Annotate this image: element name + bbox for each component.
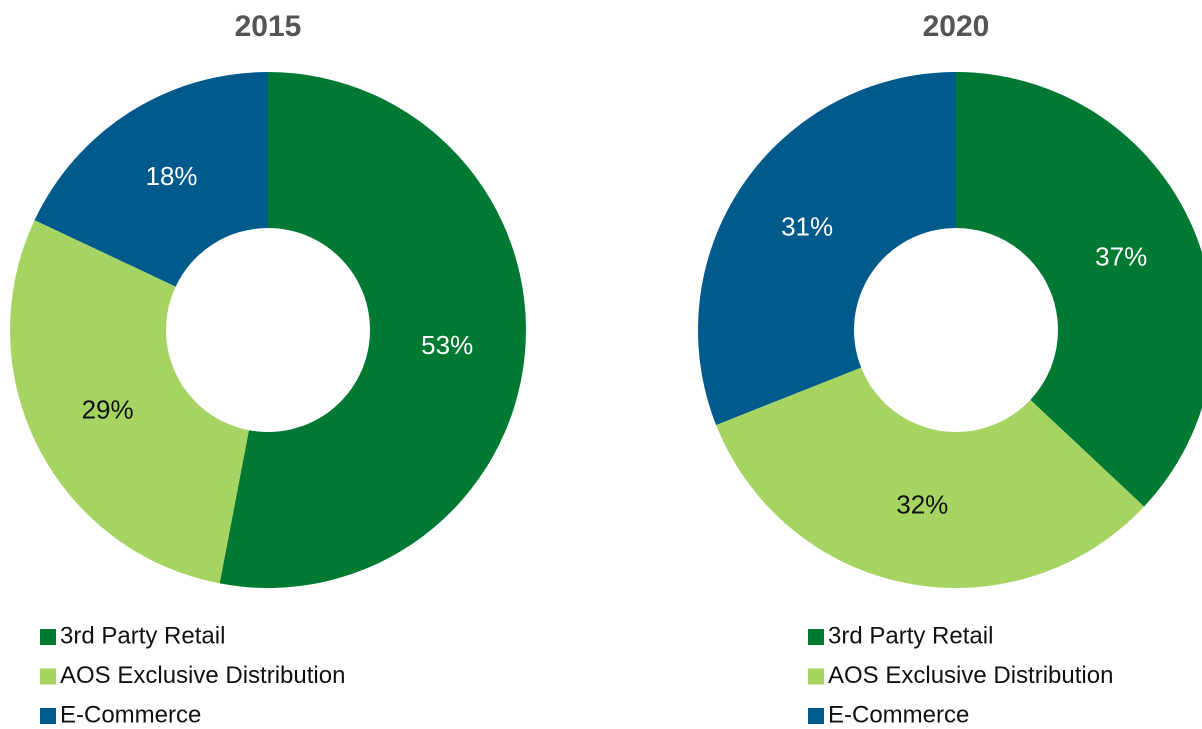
donut-slice <box>716 367 1145 588</box>
data-label: 18% <box>146 161 198 191</box>
legend-label: AOS Exclusive Distribution <box>60 662 345 689</box>
legend-label: E-Commerce <box>828 701 969 728</box>
legend-swatch <box>808 708 824 724</box>
legend-swatch <box>808 629 824 645</box>
data-label: 31% <box>781 212 833 242</box>
donut-slice <box>34 72 268 287</box>
legend-label: 3rd Party Retail <box>60 622 225 649</box>
legend-label: 3rd Party Retail <box>828 622 993 649</box>
donut-slice <box>9 220 249 584</box>
data-label: 32% <box>896 490 948 520</box>
chart-title: 2015 <box>235 10 302 43</box>
data-label: 37% <box>1095 241 1147 271</box>
donut-slice <box>219 72 526 588</box>
data-label: 29% <box>82 395 134 425</box>
legend-swatch <box>40 629 56 645</box>
legend-label: E-Commerce <box>60 701 201 728</box>
legend-swatch <box>808 668 824 685</box>
data-label: 53% <box>421 330 473 360</box>
donut-slice <box>697 72 956 425</box>
donut-slice <box>956 72 1202 507</box>
chart-title: 2020 <box>923 10 990 43</box>
legend-label: AOS Exclusive Distribution <box>828 662 1113 689</box>
legend-swatch <box>40 708 56 724</box>
legend-swatch <box>40 668 56 685</box>
